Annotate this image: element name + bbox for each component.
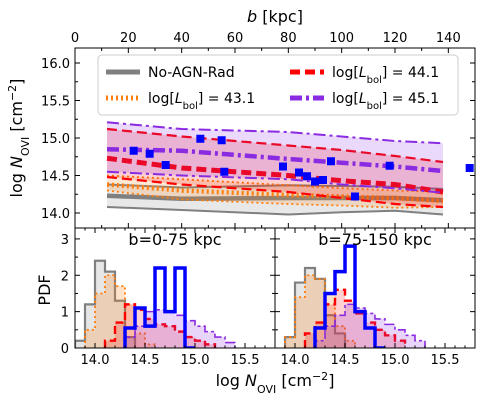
- observations: [129, 134, 474, 201]
- legend: No-AGN-Rad log[Lbol] = 43.1 log[Lbol] = 44…: [97, 54, 459, 116]
- top-x-axis-title: b [kpc]: [247, 7, 303, 26]
- hist-series-4: [123, 266, 195, 348]
- top-ticks: 0 20 40 60 80 100 120 140 14.0 14.5 15.0 15.5 16.0: [41, 31, 475, 228]
- hist-ticks: 14.0 14.5 15.0 15.5: [275, 228, 476, 368]
- bottom-y-axis-title: PDF: [35, 274, 54, 305]
- legend-box: [97, 54, 459, 116]
- y-tick-label: 1: [61, 306, 69, 321]
- x-tick-label: 20: [120, 31, 137, 46]
- hist-fill: [125, 309, 235, 348]
- lower-line-series-0: [106, 206, 444, 216]
- hist-outline: [123, 266, 195, 348]
- x-tick-label: 14.0: [281, 353, 310, 368]
- y-tick-label: 0: [61, 342, 69, 357]
- upper-line-series-3: [106, 121, 444, 145]
- lower-line-series-2: [106, 175, 444, 209]
- x-tick-label: 120: [383, 31, 408, 46]
- y-tick-label: 15.5: [41, 95, 70, 110]
- observation-point: [279, 162, 287, 171]
- observation-point: [385, 161, 394, 170]
- observation-point: [351, 192, 359, 201]
- histogram-left-panel: b=0-75 kpc 14.0 14.5 15.0 15.5 0 1 2 3: [61, 227, 276, 368]
- hist-ticks: 14.0 14.5 15.0 15.5 0 1 2 3: [61, 228, 276, 368]
- y-tick-label: 15.0: [41, 132, 70, 147]
- legend-label: log[Lbol] = 44.1: [332, 65, 439, 86]
- x-tick-label: 14.0: [81, 353, 110, 368]
- y-tick-label: 2: [61, 269, 69, 284]
- observation-point: [465, 164, 474, 172]
- x-tick-label: 15.5: [431, 353, 460, 368]
- y-tick-label: 3: [61, 233, 69, 248]
- hist-series-2: [103, 303, 217, 348]
- x-tick-label: 15.0: [181, 353, 210, 368]
- median-line-series-1: [106, 182, 444, 204]
- y-tick-label: 14.5: [41, 170, 70, 185]
- legend-label: log[Lbol] = 43.1: [148, 91, 255, 112]
- hist-outline: [313, 244, 385, 348]
- x-tick-label: 60: [227, 31, 244, 46]
- observation-point: [161, 161, 170, 169]
- hist-series-3: [314, 303, 426, 348]
- observation-point: [129, 146, 138, 155]
- hist-fill: [75, 260, 135, 348]
- upper-line-series-0: [106, 183, 444, 190]
- hist-fill: [305, 289, 405, 348]
- y-tick-label: 14.0: [41, 207, 70, 222]
- x-tick-label: 140: [436, 31, 461, 46]
- median-line-series-3: [106, 147, 444, 174]
- x-tick-label: 15.0: [381, 353, 410, 368]
- hist-outline: [84, 274, 156, 348]
- x-tick-label: 14.5: [331, 353, 360, 368]
- histogram-right-panel: b=75-150 kpc 14.0 14.5 15.0 15.5: [274, 227, 476, 368]
- hist-series-4: [313, 244, 385, 348]
- legend-label: No-AGN-Rad: [148, 65, 235, 81]
- panel-annotation: b=0-75 kpc: [128, 230, 221, 249]
- observation-point: [295, 168, 303, 177]
- hist-fill: [85, 275, 155, 348]
- top-panel: 0 20 40 60 80 100 120 140 14.0 14.5 15.0 15.5 16.0 No…: [41, 31, 476, 229]
- upper-line-series-1: [106, 174, 444, 193]
- hist-fill: [285, 275, 355, 348]
- observation-point: [145, 149, 154, 158]
- top-y-axis-title: log NOVI [cm−2]: [6, 79, 32, 198]
- hist-fill: [285, 268, 345, 348]
- bottom-x-axis-title: log NOVI [cm−2]: [216, 370, 335, 396]
- observation-point: [217, 136, 226, 145]
- observation-point: [319, 176, 327, 184]
- hist-outline: [103, 303, 217, 348]
- band-series-2: [107, 129, 443, 207]
- observation-point: [303, 172, 311, 181]
- legend-label: log[Lbol] = 45.1: [332, 91, 439, 112]
- hist-series-1: [84, 274, 156, 348]
- observation-point: [327, 157, 335, 166]
- hist-series-1: [284, 274, 356, 348]
- upper-line-series-2: [106, 127, 444, 164]
- y-tick-label: 16.0: [41, 57, 70, 72]
- hist-outline: [284, 274, 356, 348]
- x-tick-label: 100: [329, 31, 354, 46]
- x-tick-label: 14.5: [131, 353, 160, 368]
- panel-annotation: b=75-150 kpc: [318, 230, 432, 249]
- observation-point: [196, 134, 205, 143]
- x-tick-label: 40: [173, 31, 190, 46]
- x-tick-label: 80: [280, 31, 297, 46]
- lower-line-series-1: [106, 189, 444, 209]
- observation-point: [311, 177, 319, 186]
- hist-outline: [314, 303, 426, 348]
- x-tick-label: 0: [71, 31, 79, 46]
- observation-point: [220, 167, 229, 176]
- x-tick-label: 15.5: [231, 353, 260, 368]
